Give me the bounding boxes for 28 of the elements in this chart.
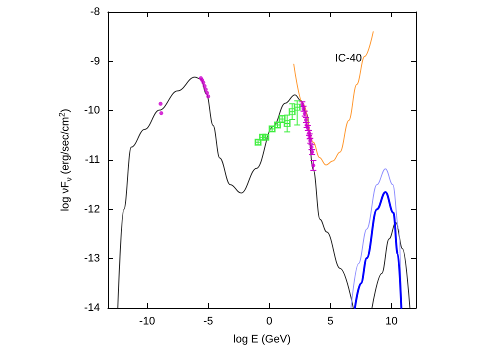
y-tick-label: -8 xyxy=(90,6,100,18)
line-series xyxy=(350,168,402,308)
y-tick-label: -11 xyxy=(84,154,100,166)
line-series xyxy=(354,191,402,309)
y-tick-label: -13 xyxy=(84,252,100,265)
line-series xyxy=(117,76,354,308)
y-tick-label: -14 xyxy=(84,302,100,314)
line-series xyxy=(293,31,374,166)
y-tick-label: -10 xyxy=(84,104,100,117)
line-series xyxy=(372,222,410,308)
x-tick-label: -5 xyxy=(203,316,214,328)
point xyxy=(311,163,316,168)
y-tick-label: -12 xyxy=(84,203,100,216)
x-axis-title: log E (GeV) xyxy=(233,334,291,346)
y-tick-label: -9 xyxy=(90,55,100,68)
point xyxy=(158,102,163,106)
x-tick-label: 0 xyxy=(266,316,272,328)
point xyxy=(201,80,206,85)
annotation: IC-40 xyxy=(335,52,362,64)
x-tick-label: 5 xyxy=(327,316,334,328)
point xyxy=(205,90,209,95)
point xyxy=(204,87,208,92)
point xyxy=(206,94,210,98)
y-axis-title: log νFν (erg/sec/cm2) xyxy=(58,108,74,212)
point xyxy=(202,84,207,88)
x-tick-label: -10 xyxy=(139,316,156,328)
x-tick-label: 10 xyxy=(385,316,398,328)
point xyxy=(159,111,164,116)
